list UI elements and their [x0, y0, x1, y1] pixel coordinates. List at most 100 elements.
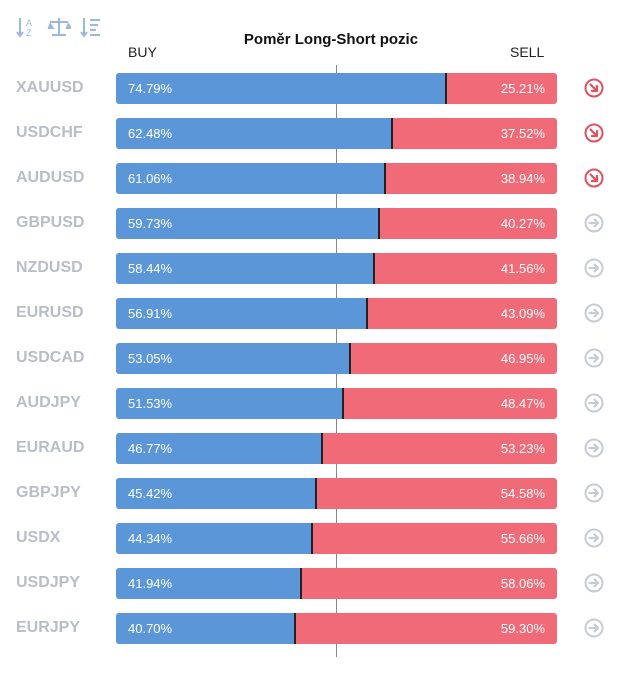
sell-percent-label: 59.30% — [500, 621, 545, 636]
ratio-row: GBPJPY 45.42% 54.58% — [0, 475, 629, 520]
arrow-right-icon[interactable] — [584, 618, 604, 638]
buy-bar-segment — [116, 478, 317, 509]
sell-bar-segment — [349, 343, 557, 374]
buy-bar-segment — [116, 343, 350, 374]
buy-percent-label: 74.79% — [128, 81, 173, 96]
ratio-bar: 41.94% 58.06% — [116, 568, 557, 599]
sell-percent-label: 25.21% — [500, 81, 545, 96]
ratio-row: AUDJPY 51.53% 48.47% — [0, 385, 629, 430]
toolbar: A Z — [14, 12, 104, 42]
ratio-bar: 51.53% 48.47% — [116, 388, 557, 419]
symbol-label: XAUUSD — [16, 79, 84, 96]
arrow-right-icon[interactable] — [584, 213, 604, 233]
sell-bar-segment — [300, 568, 557, 599]
buy-percent-label: 40.70% — [128, 621, 173, 636]
buy-percent-label: 56.91% — [128, 306, 173, 321]
sort-az-icon[interactable]: A Z — [14, 12, 40, 42]
sell-bar-segment — [391, 118, 557, 149]
sell-percent-label: 53.23% — [500, 441, 545, 456]
symbol-label: USDCHF — [16, 124, 83, 141]
sell-bar-segment — [379, 208, 557, 239]
arrow-right-icon[interactable] — [584, 573, 604, 593]
sell-bar-segment — [343, 388, 557, 419]
sell-bar-segment — [366, 298, 557, 329]
buy-bar-segment — [116, 118, 392, 149]
buy-bar-segment — [116, 298, 367, 329]
ratio-divider — [294, 613, 297, 644]
arrow-down-right-icon[interactable] — [584, 78, 604, 98]
symbol-label: NZDUSD — [16, 259, 83, 276]
ratio-row: GBPUSD 59.73% 40.27% — [0, 205, 629, 250]
ratio-bar: 56.91% 43.09% — [116, 298, 557, 329]
symbol-label: EURAUD — [16, 439, 85, 456]
ratio-bar: 46.77% 53.23% — [116, 433, 557, 464]
buy-bar-segment — [116, 568, 301, 599]
ratio-divider — [342, 388, 345, 419]
sell-bar-segment — [322, 433, 557, 464]
sell-bar-segment — [373, 253, 557, 284]
ratio-divider — [444, 73, 447, 104]
buy-column-label: BUY — [128, 44, 157, 60]
buy-percent-label: 61.06% — [128, 171, 173, 186]
buy-percent-label: 53.05% — [128, 351, 173, 366]
ratio-row: USDX 44.34% 55.66% — [0, 520, 629, 565]
ratio-divider — [315, 478, 318, 509]
buy-percent-label: 45.42% — [128, 486, 173, 501]
arrow-right-icon[interactable] — [584, 438, 604, 458]
ratio-divider — [390, 118, 393, 149]
buy-bar-segment — [116, 73, 446, 104]
sell-column-label: SELL — [510, 44, 545, 60]
ratio-row: XAUUSD 74.79% 25.21% — [0, 70, 629, 115]
buy-bar-segment — [116, 433, 323, 464]
ratio-row: USDCAD 53.05% 46.95% — [0, 340, 629, 385]
ratio-row: EURUSD 56.91% 43.09% — [0, 295, 629, 340]
sell-bar-segment — [385, 163, 557, 194]
sell-bar-segment — [295, 613, 557, 644]
arrow-right-icon[interactable] — [584, 483, 604, 503]
ratio-divider — [321, 433, 324, 464]
symbol-label: EURJPY — [16, 619, 81, 636]
ratio-divider — [384, 163, 387, 194]
buy-percent-label: 62.48% — [128, 126, 173, 141]
sell-bar-segment — [311, 523, 557, 554]
balance-scale-icon[interactable] — [46, 12, 72, 42]
ratio-divider — [310, 523, 313, 554]
symbol-label: USDJPY — [16, 574, 81, 591]
chart-title: Poměr Long-Short pozic — [243, 31, 419, 48]
sell-percent-label: 38.94% — [500, 171, 545, 186]
sell-bar-segment — [316, 478, 557, 509]
arrow-down-right-icon[interactable] — [584, 168, 604, 188]
buy-percent-label: 51.53% — [128, 396, 173, 411]
sort-numeric-icon[interactable] — [78, 12, 104, 42]
ratio-bar: 61.06% 38.94% — [116, 163, 557, 194]
ratio-bar: 62.48% 37.52% — [116, 118, 557, 149]
sell-percent-label: 37.52% — [500, 126, 545, 141]
ratio-row: USDCHF 62.48% 37.52% — [0, 115, 629, 160]
arrow-right-icon[interactable] — [584, 393, 604, 413]
ratio-divider — [348, 343, 351, 374]
sell-percent-label: 43.09% — [500, 306, 545, 321]
buy-percent-label: 41.94% — [128, 576, 173, 591]
buy-bar-segment — [116, 388, 344, 419]
sell-percent-label: 41.56% — [500, 261, 545, 276]
sell-percent-label: 58.06% — [500, 576, 545, 591]
arrow-right-icon[interactable] — [584, 258, 604, 278]
ratio-row: EURJPY 40.70% 59.30% — [0, 610, 629, 655]
ratio-bar: 74.79% 25.21% — [116, 73, 557, 104]
arrow-right-icon[interactable] — [584, 528, 604, 548]
arrow-right-icon[interactable] — [584, 303, 604, 323]
ratio-bar: 53.05% 46.95% — [116, 343, 557, 374]
symbol-label: GBPJPY — [16, 484, 81, 501]
arrow-down-right-icon[interactable] — [584, 123, 604, 143]
symbol-label: AUDUSD — [16, 169, 85, 186]
arrow-right-icon[interactable] — [584, 348, 604, 368]
buy-bar-segment — [116, 163, 386, 194]
buy-percent-label: 46.77% — [128, 441, 173, 456]
buy-percent-label: 44.34% — [128, 531, 173, 546]
ratio-bar: 40.70% 59.30% — [116, 613, 557, 644]
buy-percent-label: 59.73% — [128, 216, 173, 231]
buy-bar-segment — [116, 208, 380, 239]
symbol-label: GBPUSD — [16, 214, 85, 231]
ratio-bar: 45.42% 54.58% — [116, 478, 557, 509]
sell-percent-label: 40.27% — [500, 216, 545, 231]
